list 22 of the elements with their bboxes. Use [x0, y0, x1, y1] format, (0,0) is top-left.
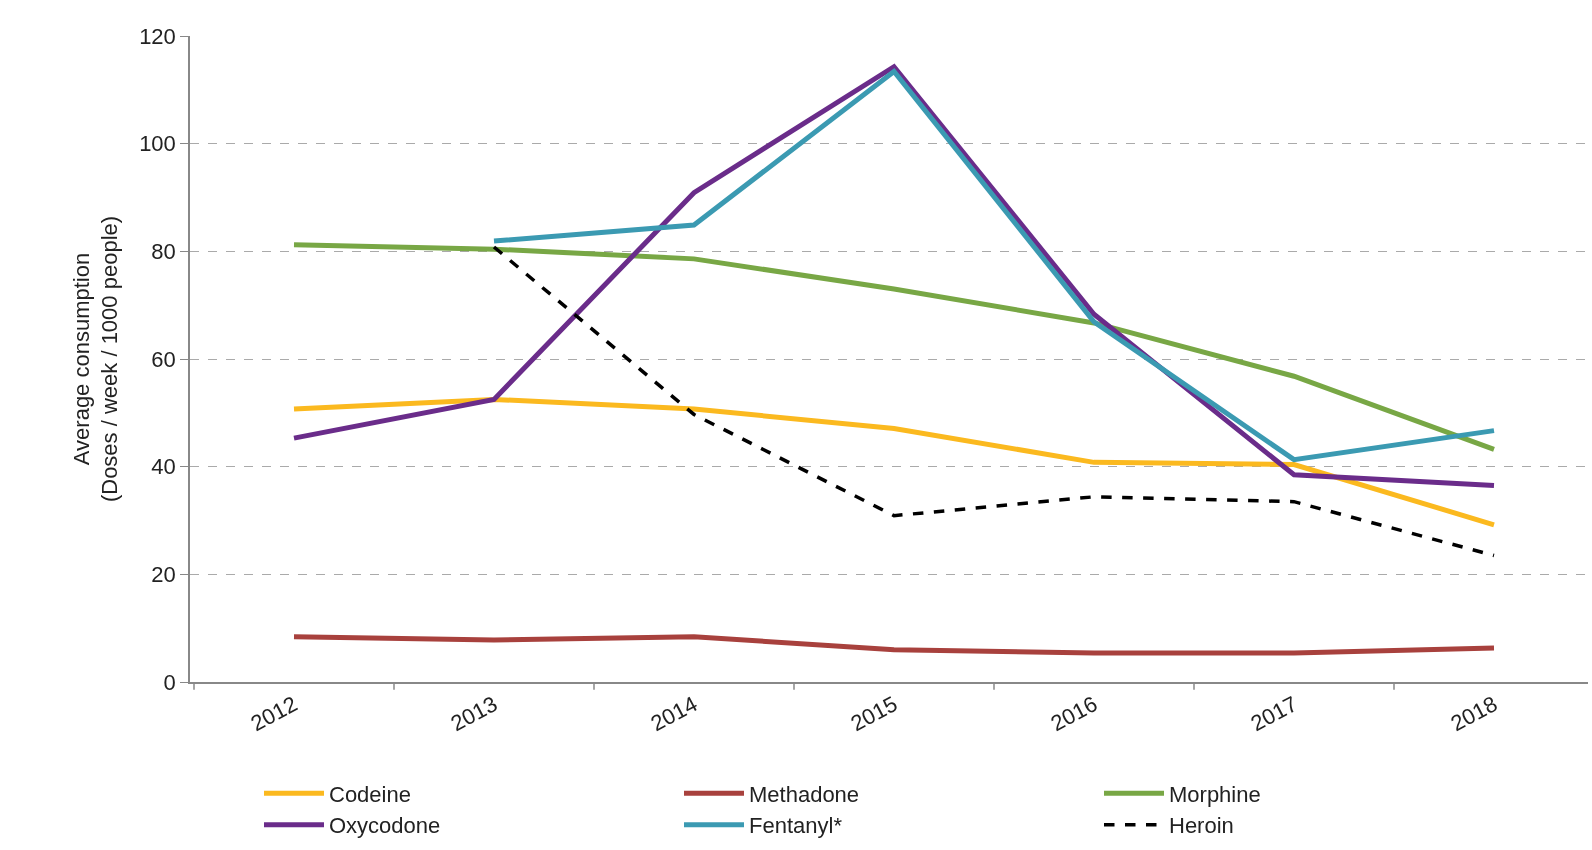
legend-label: Oxycodone [329, 813, 441, 839]
y-tick-label: 80 [151, 239, 176, 265]
x-tick-label: 2013 [446, 691, 502, 737]
x-tick-label: 2015 [846, 691, 902, 737]
legend-label: Heroin [1169, 813, 1234, 839]
x-tick-label: 2018 [1446, 691, 1502, 737]
y-tick-label: 120 [139, 23, 176, 49]
y-tick-label: 20 [151, 562, 176, 588]
legend-label: Codeine [329, 781, 411, 807]
x-tick-label: 2012 [246, 691, 302, 737]
y-tick-label: 0 [163, 669, 176, 695]
legend-label: Methadone [749, 781, 860, 807]
y-axis-title: Average consumption (Doses / week / 1000 people) [68, 215, 123, 503]
x-tick-label: 2017 [1246, 691, 1302, 737]
y-tick-label: 100 [139, 131, 176, 157]
line-series [492, 245, 1496, 558]
legend-label: Fentanyl* [749, 813, 843, 839]
legend-label: Morphine [1169, 781, 1261, 807]
y-tick-label: 60 [151, 346, 176, 372]
x-tick-label: 2016 [1046, 691, 1102, 737]
x-tick-label: 2014 [646, 691, 702, 737]
y-tick-label: 40 [151, 454, 176, 480]
